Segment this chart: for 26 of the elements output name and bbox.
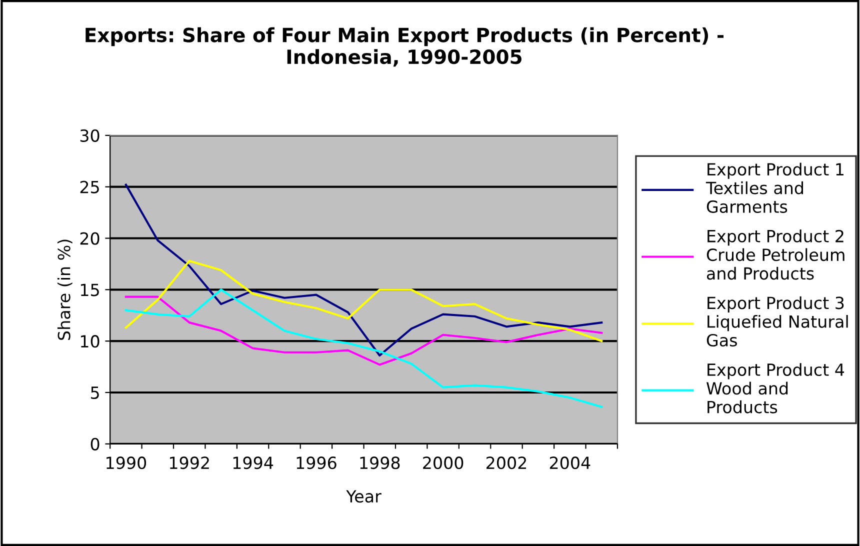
y-tick-label: 25 xyxy=(80,180,99,194)
chart-title: Exports: Share of Four Main Export Products (in Percent) - Indonesia, 1990-2005 xyxy=(86,27,724,67)
x-tick-label: 1992 xyxy=(170,456,209,470)
y-tick-label: 30 xyxy=(80,129,100,142)
x-tick-label: 1998 xyxy=(360,456,400,470)
y-tick-label: 10 xyxy=(80,335,100,348)
x-tick-label: 2002 xyxy=(486,456,526,470)
x-tick-label: 1990 xyxy=(106,456,146,470)
line-series xyxy=(124,296,603,366)
legend-label: Export Product 4 Wood and Products xyxy=(706,363,844,414)
x-tick-label: 2004 xyxy=(550,456,590,470)
x-axis-title: Year xyxy=(346,490,382,503)
y-tick-label: 0 xyxy=(90,438,100,450)
x-tick-label: 2000 xyxy=(423,456,464,470)
x-tick-label: 1996 xyxy=(296,456,336,470)
y-axis-title: Share (in %) xyxy=(57,240,72,340)
y-tick-label: 20 xyxy=(80,232,100,245)
line-series xyxy=(124,288,603,408)
line-series xyxy=(124,260,603,342)
y-tick-label: 15 xyxy=(80,284,99,296)
legend-label: Export Product 3 Liquefied Natural Gas xyxy=(706,296,848,347)
legend-label: Export Product 2 Crude Petroleum and Products xyxy=(706,230,844,280)
line-series xyxy=(124,184,603,357)
legend-label: Export Product 1 Textiles and Garments xyxy=(706,162,844,213)
y-tick-label: 5 xyxy=(91,386,99,400)
x-tick-label: 1994 xyxy=(233,456,274,470)
